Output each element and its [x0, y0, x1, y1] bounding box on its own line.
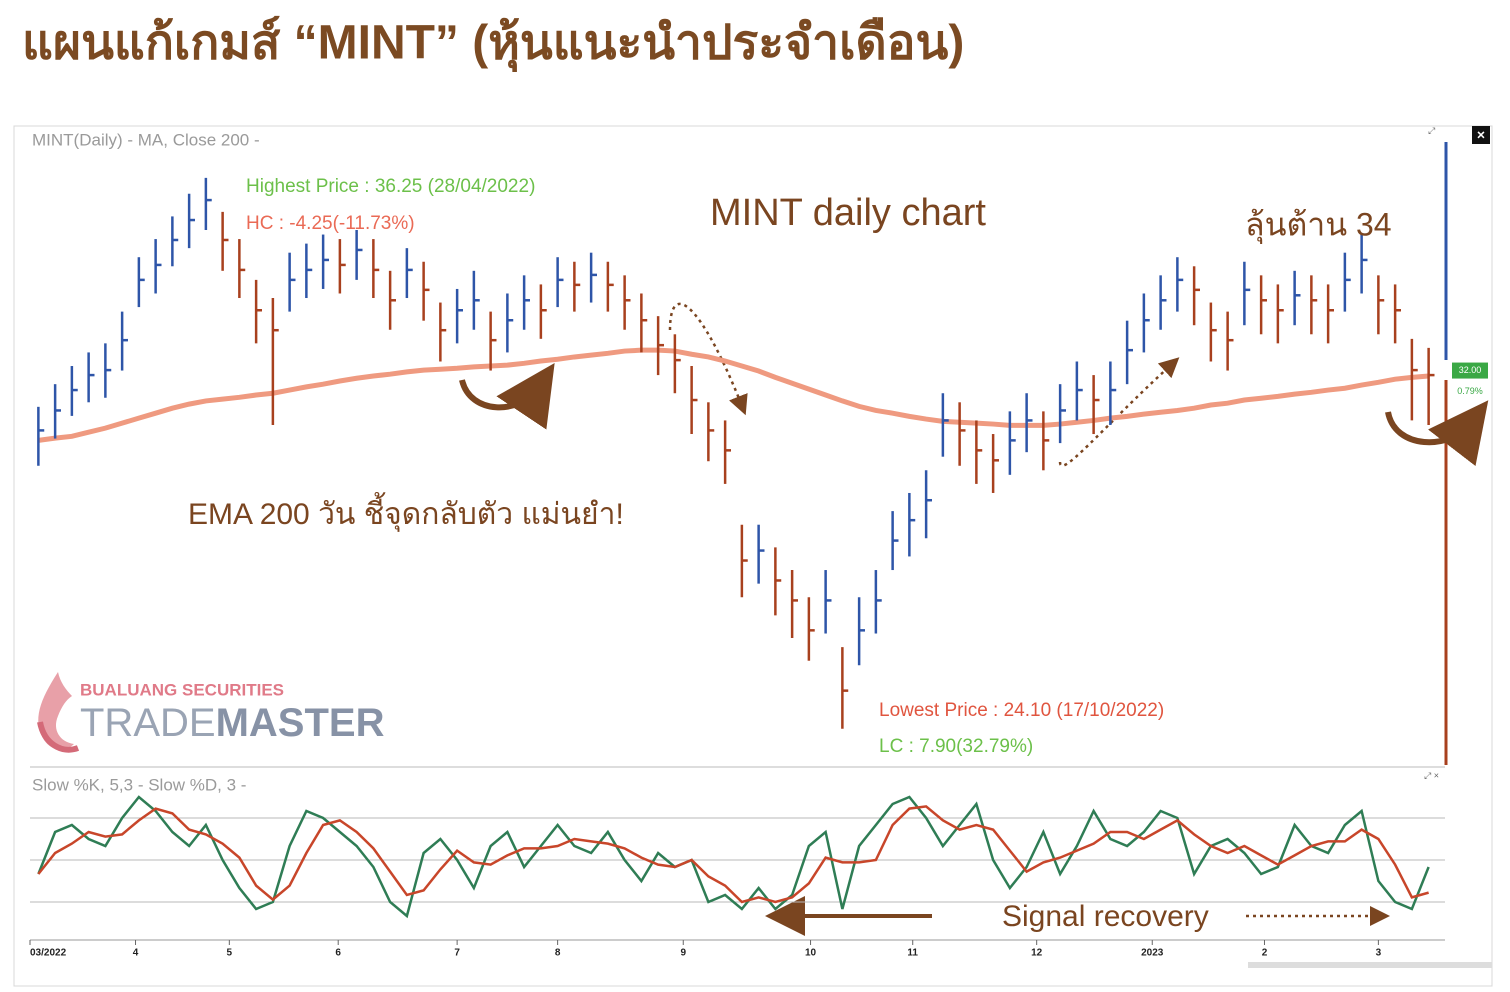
logo-product: TRADEMASTER	[80, 701, 385, 745]
scrollbar	[1248, 962, 1492, 968]
x-tick-label: 2	[1262, 948, 1268, 959]
x-tick-label: 3	[1376, 948, 1382, 959]
expand-icon[interactable]: ⤢ ×	[1423, 770, 1439, 780]
annotation: Signal recovery	[1002, 900, 1209, 933]
annotation: HC : -4.25(-11.73%)	[246, 213, 415, 234]
x-tick-label: 11	[907, 948, 918, 959]
panel-header: MINT(Daily) - MA, Close 200 -	[32, 130, 260, 149]
close-icon: ×	[1477, 127, 1485, 143]
page-title: แผนแก้เกมส์ “MINT” (หุ้นแนะนำประจำเดือน)	[22, 16, 964, 73]
x-tick-label: 7	[454, 948, 460, 959]
x-tick-label: 03/2022	[30, 948, 67, 959]
price-label-box	[1452, 362, 1488, 379]
x-tick-label: 6	[335, 948, 341, 959]
x-tick-label: 10	[805, 948, 817, 959]
arrow	[459, 363, 555, 430]
annotation: ลุ้นต้าน 34	[1245, 206, 1392, 244]
chart-frame	[13, 125, 1493, 987]
x-tick-label: 4	[133, 948, 139, 959]
stoch-line	[37, 795, 1430, 919]
panel-header: Slow %K, 5,3 - Slow %D, 3 -	[32, 775, 246, 794]
annotation: Lowest Price : 24.10 (17/10/2022)	[879, 700, 1164, 721]
logo-swoosh	[37, 721, 80, 753]
annotation: EMA 200 วัน ชี้จุดกลับตัว แม่นยำ!	[188, 492, 624, 533]
x-tick-label: 8	[555, 948, 561, 959]
arrow	[1385, 400, 1489, 467]
stoch-line	[37, 805, 1429, 904]
x-tick-label: 5	[227, 948, 233, 959]
logo-company: BUALUANG SECURITIES	[80, 680, 284, 699]
logo-flame	[38, 672, 74, 750]
x-tick-label: 12	[1031, 948, 1043, 959]
annotation: MINT daily chart	[710, 192, 986, 234]
close-button[interactable]	[1472, 126, 1490, 144]
x-tick-label: 2023	[1141, 948, 1164, 959]
price-label: 32.00	[1459, 365, 1482, 375]
logo-product-b: MASTER	[216, 701, 385, 745]
arrow	[1058, 357, 1180, 467]
arrow	[668, 302, 748, 416]
annotation: Highest Price : 36.25 (28/04/2022)	[246, 176, 535, 197]
logo-product-a: TRADE	[80, 701, 216, 745]
expand-icon[interactable]: ⤢	[1427, 125, 1435, 135]
x-tick-label: 9	[680, 948, 686, 959]
ema-line	[38, 347, 1429, 443]
change-label: 0.79%	[1457, 386, 1483, 396]
annotation: LC : 7.90(32.79%)	[879, 736, 1033, 757]
